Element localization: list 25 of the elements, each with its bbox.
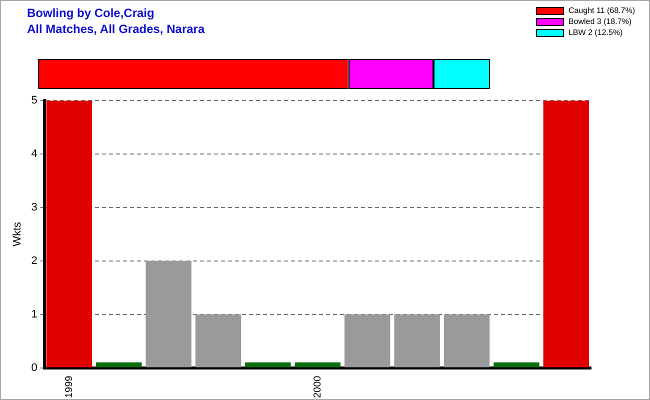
text: Caught 11 (68.7%): [568, 6, 635, 15]
bar: [394, 314, 440, 368]
x-tick-label: 2000: [312, 375, 324, 398]
bar: [344, 314, 390, 368]
bar: [494, 362, 540, 368]
chart-subtitle: All Matches, All Grades, Narara: [27, 22, 205, 36]
y-tick-label: 1: [31, 308, 38, 320]
bar: [294, 362, 341, 368]
bar: [146, 260, 192, 368]
y-tick-label: 3: [31, 201, 38, 214]
legend-label: LBW 2 (12.5%): [568, 28, 623, 37]
x-tick-label: 1999: [64, 375, 75, 398]
chart-title: Bowling by Cole,Craig: [27, 6, 154, 20]
y-tick-label: 0: [31, 362, 38, 374]
y-tick-label: 4: [31, 148, 38, 160]
legend-label: Bowled 3 (18.7%): [568, 17, 632, 26]
bar: [543, 100, 590, 368]
bar: [195, 314, 242, 368]
bar: [96, 362, 142, 368]
bar: [245, 362, 291, 368]
bar: [444, 314, 490, 368]
y-axis-title: Wkts: [12, 221, 24, 246]
y-tick-label: 2: [31, 254, 38, 267]
bar: [46, 100, 92, 368]
y-tick-label: 5: [31, 94, 38, 107]
